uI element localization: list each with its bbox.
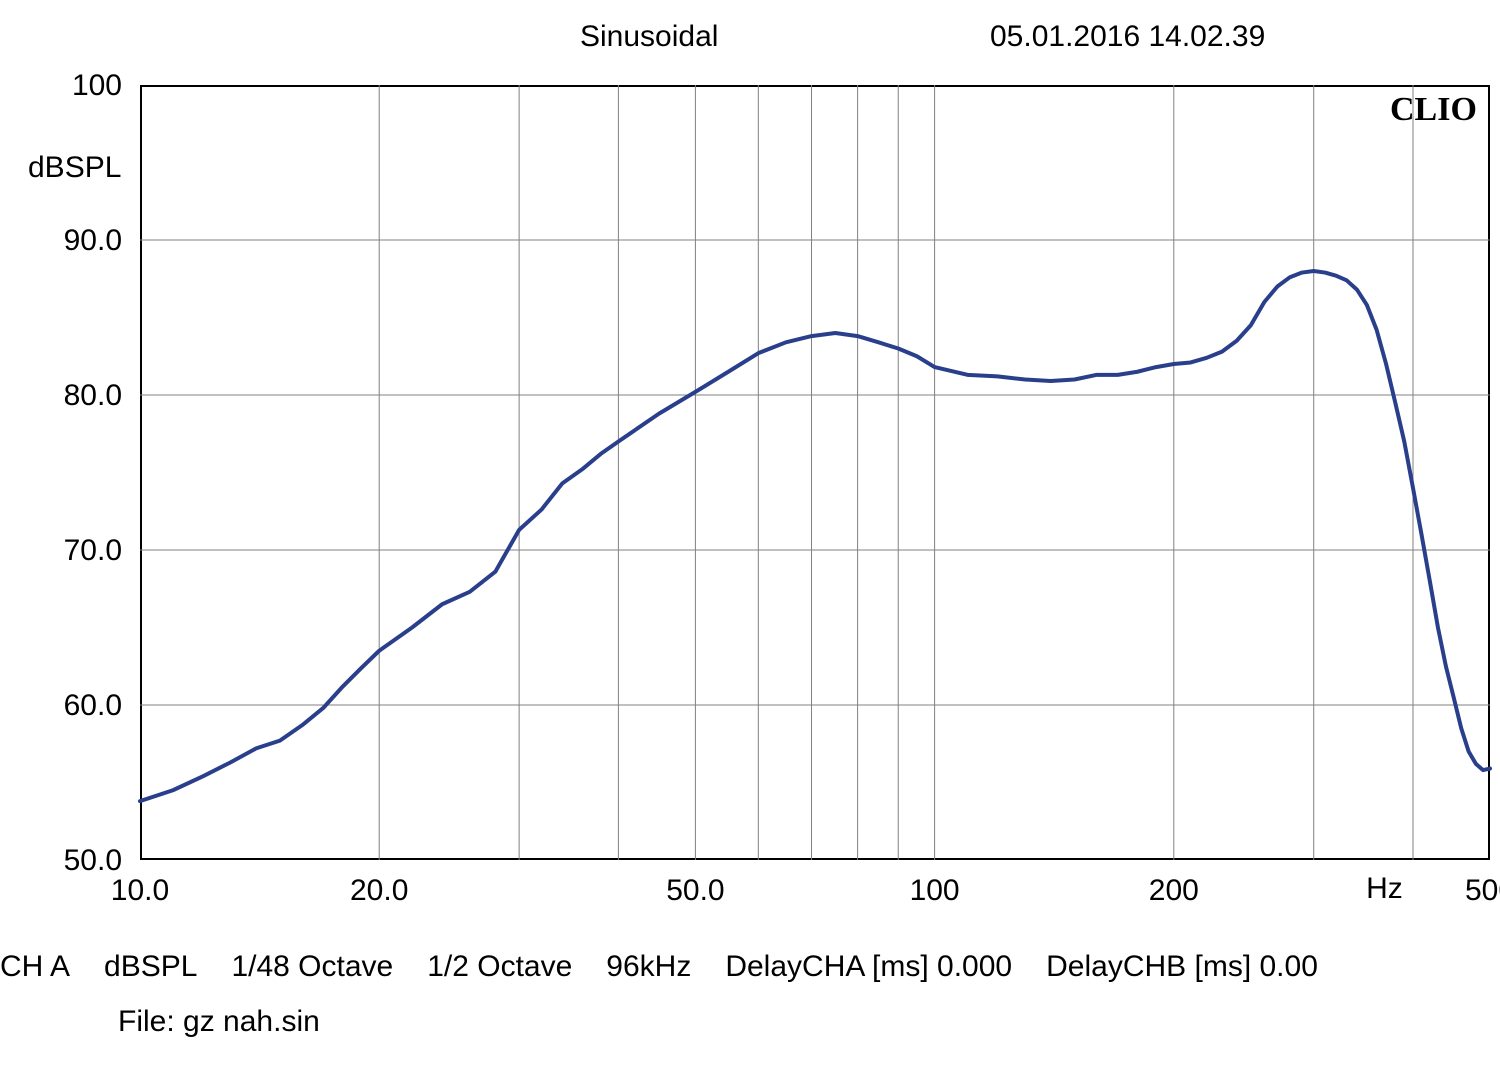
svg-text:50.0: 50.0	[666, 874, 724, 907]
footer-item: CH A	[0, 950, 70, 983]
file-name: gz nah.sin	[183, 1005, 320, 1038]
file-label: File:	[118, 1005, 175, 1038]
footer-settings: CH A dBSPL 1/48 Octave 1/2 Octave 96kHz Delay…	[0, 950, 1352, 984]
svg-text:70.0: 70.0	[64, 534, 122, 567]
series-ch-a	[140, 271, 1490, 801]
svg-text:100: 100	[72, 69, 122, 102]
footer-item: DelayCHB [ms] 0.00	[1046, 950, 1318, 983]
svg-text:200: 200	[1149, 874, 1199, 907]
svg-text:90.0: 90.0	[64, 224, 122, 257]
svg-text:20.0: 20.0	[350, 874, 408, 907]
footer-item: 1/48 Octave	[231, 950, 393, 983]
svg-text:80.0: 80.0	[64, 379, 122, 412]
svg-text:10.0: 10.0	[111, 874, 169, 907]
footer-item: 96kHz	[606, 950, 691, 983]
svg-text:60.0: 60.0	[64, 689, 122, 722]
chart-svg: 50.0 60.0 70.0 80.0 90.0 100 10.0 20.0 50.0 100 20…	[0, 0, 1500, 1074]
footer-file: File: gz nah.sin	[118, 1005, 320, 1039]
x-axis-label: Hz	[1366, 872, 1403, 906]
chart-container: { "header": { "title": "Sinusoidal", "da…	[0, 0, 1500, 1074]
footer-item: 1/2 Octave	[427, 950, 572, 983]
svg-text:50.0: 50.0	[64, 844, 122, 877]
svg-text:100: 100	[910, 874, 960, 907]
footer-item: DelayCHA [ms] 0.000	[725, 950, 1012, 983]
clio-watermark: CLIO	[1390, 91, 1477, 129]
footer-item: dBSPL	[104, 950, 197, 983]
svg-text:500: 500	[1465, 874, 1500, 907]
y-axis-label: dBSPL	[28, 151, 121, 185]
